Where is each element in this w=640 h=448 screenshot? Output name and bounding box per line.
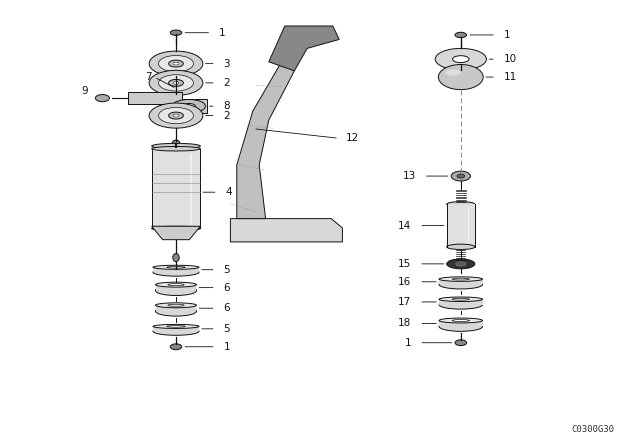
Text: 3: 3 [223, 59, 230, 69]
Text: 18: 18 [398, 319, 412, 328]
Ellipse shape [173, 82, 179, 84]
Ellipse shape [168, 284, 184, 286]
Ellipse shape [152, 143, 200, 149]
Ellipse shape [451, 171, 470, 181]
Ellipse shape [455, 32, 467, 38]
Ellipse shape [153, 265, 199, 269]
Ellipse shape [149, 70, 203, 95]
Ellipse shape [152, 146, 200, 151]
Ellipse shape [156, 306, 196, 316]
Text: 2: 2 [223, 111, 230, 121]
Ellipse shape [445, 69, 461, 76]
Bar [153, 327, 199, 331]
Polygon shape [230, 219, 342, 242]
Ellipse shape [170, 30, 182, 35]
Ellipse shape [159, 56, 193, 72]
Ellipse shape [156, 282, 196, 287]
Ellipse shape [167, 267, 185, 268]
Ellipse shape [95, 95, 109, 102]
Text: 15: 15 [398, 259, 412, 269]
Ellipse shape [168, 112, 184, 119]
Ellipse shape [435, 48, 486, 70]
Ellipse shape [439, 322, 483, 332]
Bar [439, 299, 483, 305]
Polygon shape [128, 92, 207, 113]
Ellipse shape [439, 300, 483, 309]
Ellipse shape [174, 86, 191, 94]
Text: 5: 5 [223, 265, 230, 275]
Ellipse shape [168, 304, 184, 306]
Ellipse shape [447, 259, 475, 269]
Ellipse shape [153, 324, 199, 328]
Text: 2: 2 [223, 78, 230, 88]
Ellipse shape [457, 174, 465, 178]
Ellipse shape [439, 280, 483, 289]
Text: 16: 16 [398, 277, 412, 287]
Ellipse shape [170, 344, 182, 349]
Ellipse shape [173, 62, 179, 65]
Text: 5: 5 [223, 324, 230, 334]
Ellipse shape [167, 326, 185, 327]
Bar [439, 320, 483, 327]
Text: 1: 1 [219, 28, 225, 38]
Bar [447, 204, 475, 247]
Bar [156, 305, 196, 311]
Ellipse shape [153, 268, 199, 276]
Text: 1: 1 [223, 342, 230, 352]
Polygon shape [237, 62, 294, 219]
Ellipse shape [153, 327, 199, 335]
Ellipse shape [173, 254, 179, 262]
Bar [156, 284, 196, 291]
Ellipse shape [168, 79, 184, 86]
Ellipse shape [452, 56, 469, 63]
Ellipse shape [172, 99, 205, 113]
Text: 12: 12 [346, 133, 359, 143]
Ellipse shape [168, 60, 184, 67]
Ellipse shape [156, 286, 196, 296]
Ellipse shape [439, 297, 483, 302]
Text: C0300G30: C0300G30 [572, 425, 614, 434]
Ellipse shape [159, 108, 193, 124]
Ellipse shape [149, 51, 203, 76]
Ellipse shape [172, 140, 180, 147]
Ellipse shape [173, 114, 179, 117]
Text: 6: 6 [223, 303, 230, 313]
Bar [439, 279, 483, 284]
Ellipse shape [439, 277, 483, 281]
Text: 14: 14 [398, 220, 412, 231]
Text: 8: 8 [223, 101, 230, 111]
Ellipse shape [179, 88, 186, 91]
Ellipse shape [447, 244, 475, 250]
Text: 6: 6 [223, 283, 230, 293]
Ellipse shape [159, 75, 193, 91]
Ellipse shape [452, 319, 470, 322]
Text: 13: 13 [403, 171, 416, 181]
Text: 11: 11 [504, 72, 517, 82]
Ellipse shape [438, 65, 483, 90]
Bar [153, 267, 199, 272]
Ellipse shape [452, 298, 470, 300]
Ellipse shape [447, 202, 475, 207]
Text: 1: 1 [405, 338, 412, 348]
Ellipse shape [152, 226, 200, 231]
Text: 10: 10 [504, 54, 517, 64]
Polygon shape [269, 26, 339, 71]
Polygon shape [152, 226, 200, 240]
Bar [152, 151, 200, 228]
Ellipse shape [182, 103, 195, 109]
Ellipse shape [439, 318, 483, 323]
Ellipse shape [452, 278, 470, 280]
Ellipse shape [456, 262, 466, 266]
Ellipse shape [156, 303, 196, 308]
Text: 7: 7 [145, 72, 152, 82]
Text: 1: 1 [504, 30, 510, 40]
Text: 17: 17 [398, 297, 412, 307]
Text: 9: 9 [81, 86, 88, 96]
Ellipse shape [149, 103, 203, 128]
Ellipse shape [455, 340, 467, 346]
Text: 4: 4 [225, 187, 232, 197]
